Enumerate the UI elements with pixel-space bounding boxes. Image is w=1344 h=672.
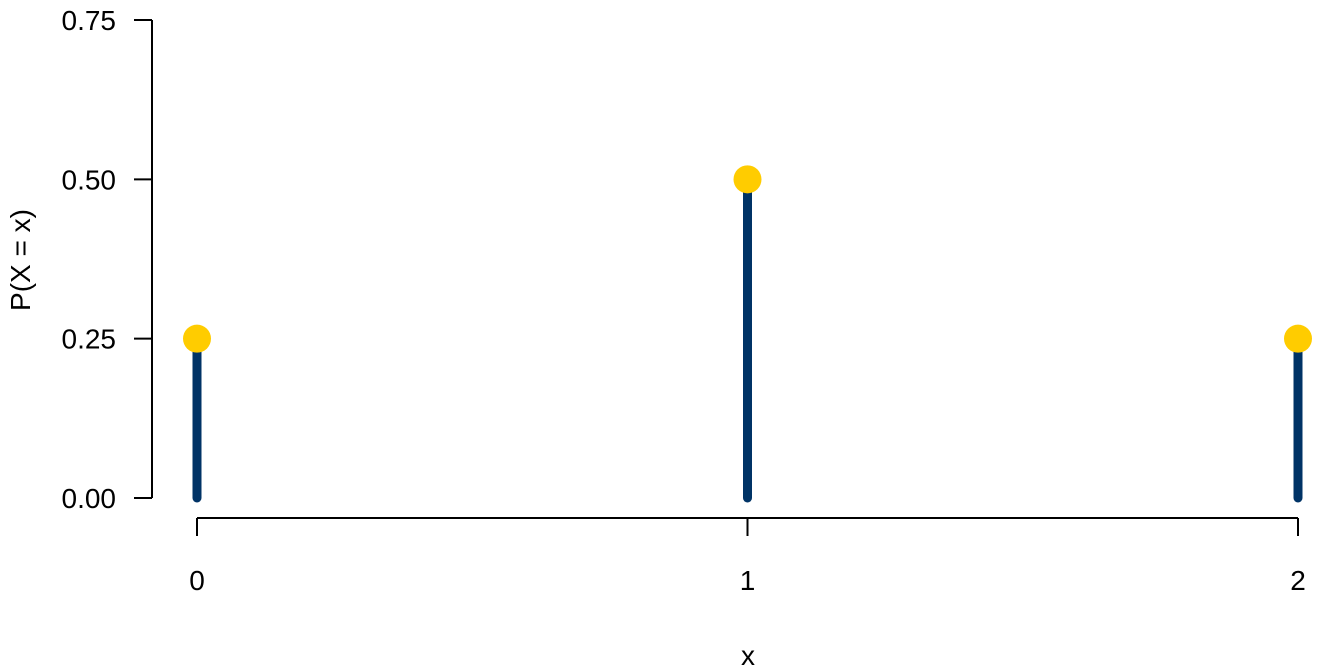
y-axis: 0.00 0.25 0.50 0.75 <box>62 5 153 514</box>
x-axis-title: x <box>741 640 755 671</box>
probability-point <box>183 324 211 353</box>
x-axis: 0 1 2 <box>189 517 1306 596</box>
y-axis-title: P(X = x) <box>5 209 36 311</box>
x-tick-label: 0 <box>189 565 205 596</box>
data-marks <box>183 165 1312 503</box>
probability-point <box>733 165 762 194</box>
x-tick-label: 1 <box>740 565 756 596</box>
y-tick-label: 0.75 <box>62 5 117 36</box>
probability-point <box>1284 324 1312 353</box>
x-tick-label: 2 <box>1290 565 1306 596</box>
y-tick-label: 0.50 <box>62 164 117 195</box>
y-tick-label: 0.00 <box>62 483 117 514</box>
y-tick-label: 0.25 <box>62 324 117 355</box>
